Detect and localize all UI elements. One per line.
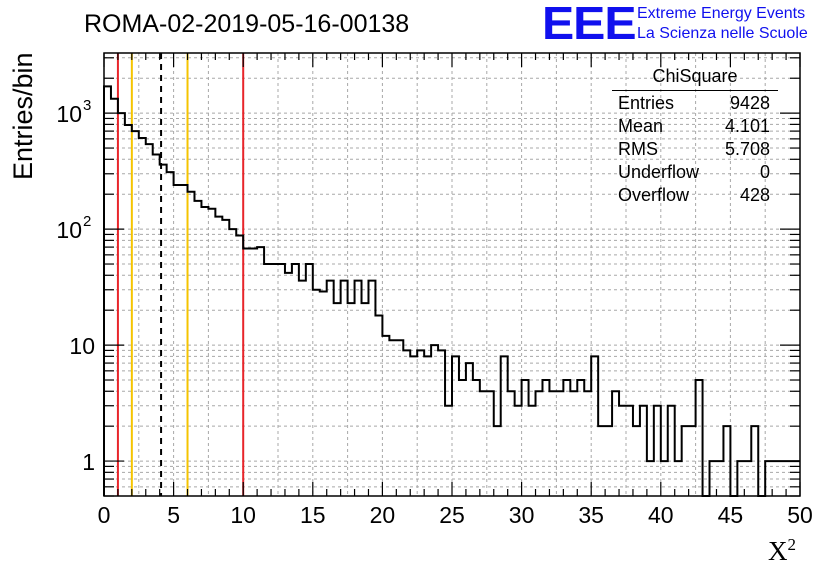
x-tick-label: 50 <box>787 502 813 528</box>
stats-label: Overflow <box>618 185 690 205</box>
histogram-title: ROMA-02-2019-05-16-00138 <box>84 10 410 38</box>
x-tick-label: 20 <box>370 502 396 528</box>
stats-value: 428 <box>739 185 770 205</box>
reference-lines <box>116 53 245 496</box>
x-tick-label: 0 <box>98 502 111 528</box>
stats-row-rms: RMS 5.708 <box>612 139 778 162</box>
y-tick-label-exponent: 3 <box>83 97 91 114</box>
x-tick-label: 25 <box>439 502 465 528</box>
stats-label: RMS <box>618 139 658 159</box>
y-axis-label: Entries/bin <box>8 52 38 180</box>
logo-subtitle-line2: La Scienza nelle Scuole <box>637 25 808 42</box>
stats-row-entries: Entries 9428 <box>612 93 778 116</box>
axis-ticks <box>103 53 801 497</box>
y-tick-label: 10 <box>56 101 82 127</box>
stats-row-overflow: Overflow 428 <box>612 185 778 208</box>
stats-label: Mean <box>618 116 664 136</box>
x-tick-label: 5 <box>167 502 180 528</box>
x-tick-label: 30 <box>509 502 535 528</box>
y-tick-label: 1 <box>82 449 95 475</box>
stats-title: ChiSquare <box>612 66 778 91</box>
x-tick-label: 40 <box>648 502 674 528</box>
eee-logo-mark: EEE <box>542 0 637 49</box>
histogram-steps <box>103 85 800 497</box>
x-tick-label: 35 <box>578 502 604 528</box>
x-tick-label: 45 <box>718 502 744 528</box>
y-tick-label: 10 <box>56 217 82 243</box>
stats-row-mean: Mean 4.101 <box>612 116 778 139</box>
stats-value: 5.708 <box>724 139 770 159</box>
logo-subtitle-line1: Extreme Energy Events <box>637 5 806 22</box>
y-tick-label: 10 <box>69 333 95 359</box>
stats-label: Underflow <box>618 162 700 182</box>
stats-value: 9428 <box>729 93 770 113</box>
stats-label: Entries <box>618 93 675 113</box>
x-tick-label: 15 <box>300 502 326 528</box>
x-axis-label-superscript: 2 <box>787 535 797 554</box>
x-tick-label: 10 <box>230 502 256 528</box>
x-axis-label: X2 <box>768 535 796 567</box>
x-axis-label-base: X <box>768 536 788 566</box>
stats-value: 4.101 <box>724 116 770 136</box>
stats-value: 0 <box>759 162 770 182</box>
stats-box: ChiSquare Entries 9428 Mean 4.101 RMS 5.… <box>612 66 778 208</box>
stats-row-underflow: Underflow 0 <box>612 162 778 185</box>
y-tick-label-exponent: 2 <box>83 213 91 230</box>
